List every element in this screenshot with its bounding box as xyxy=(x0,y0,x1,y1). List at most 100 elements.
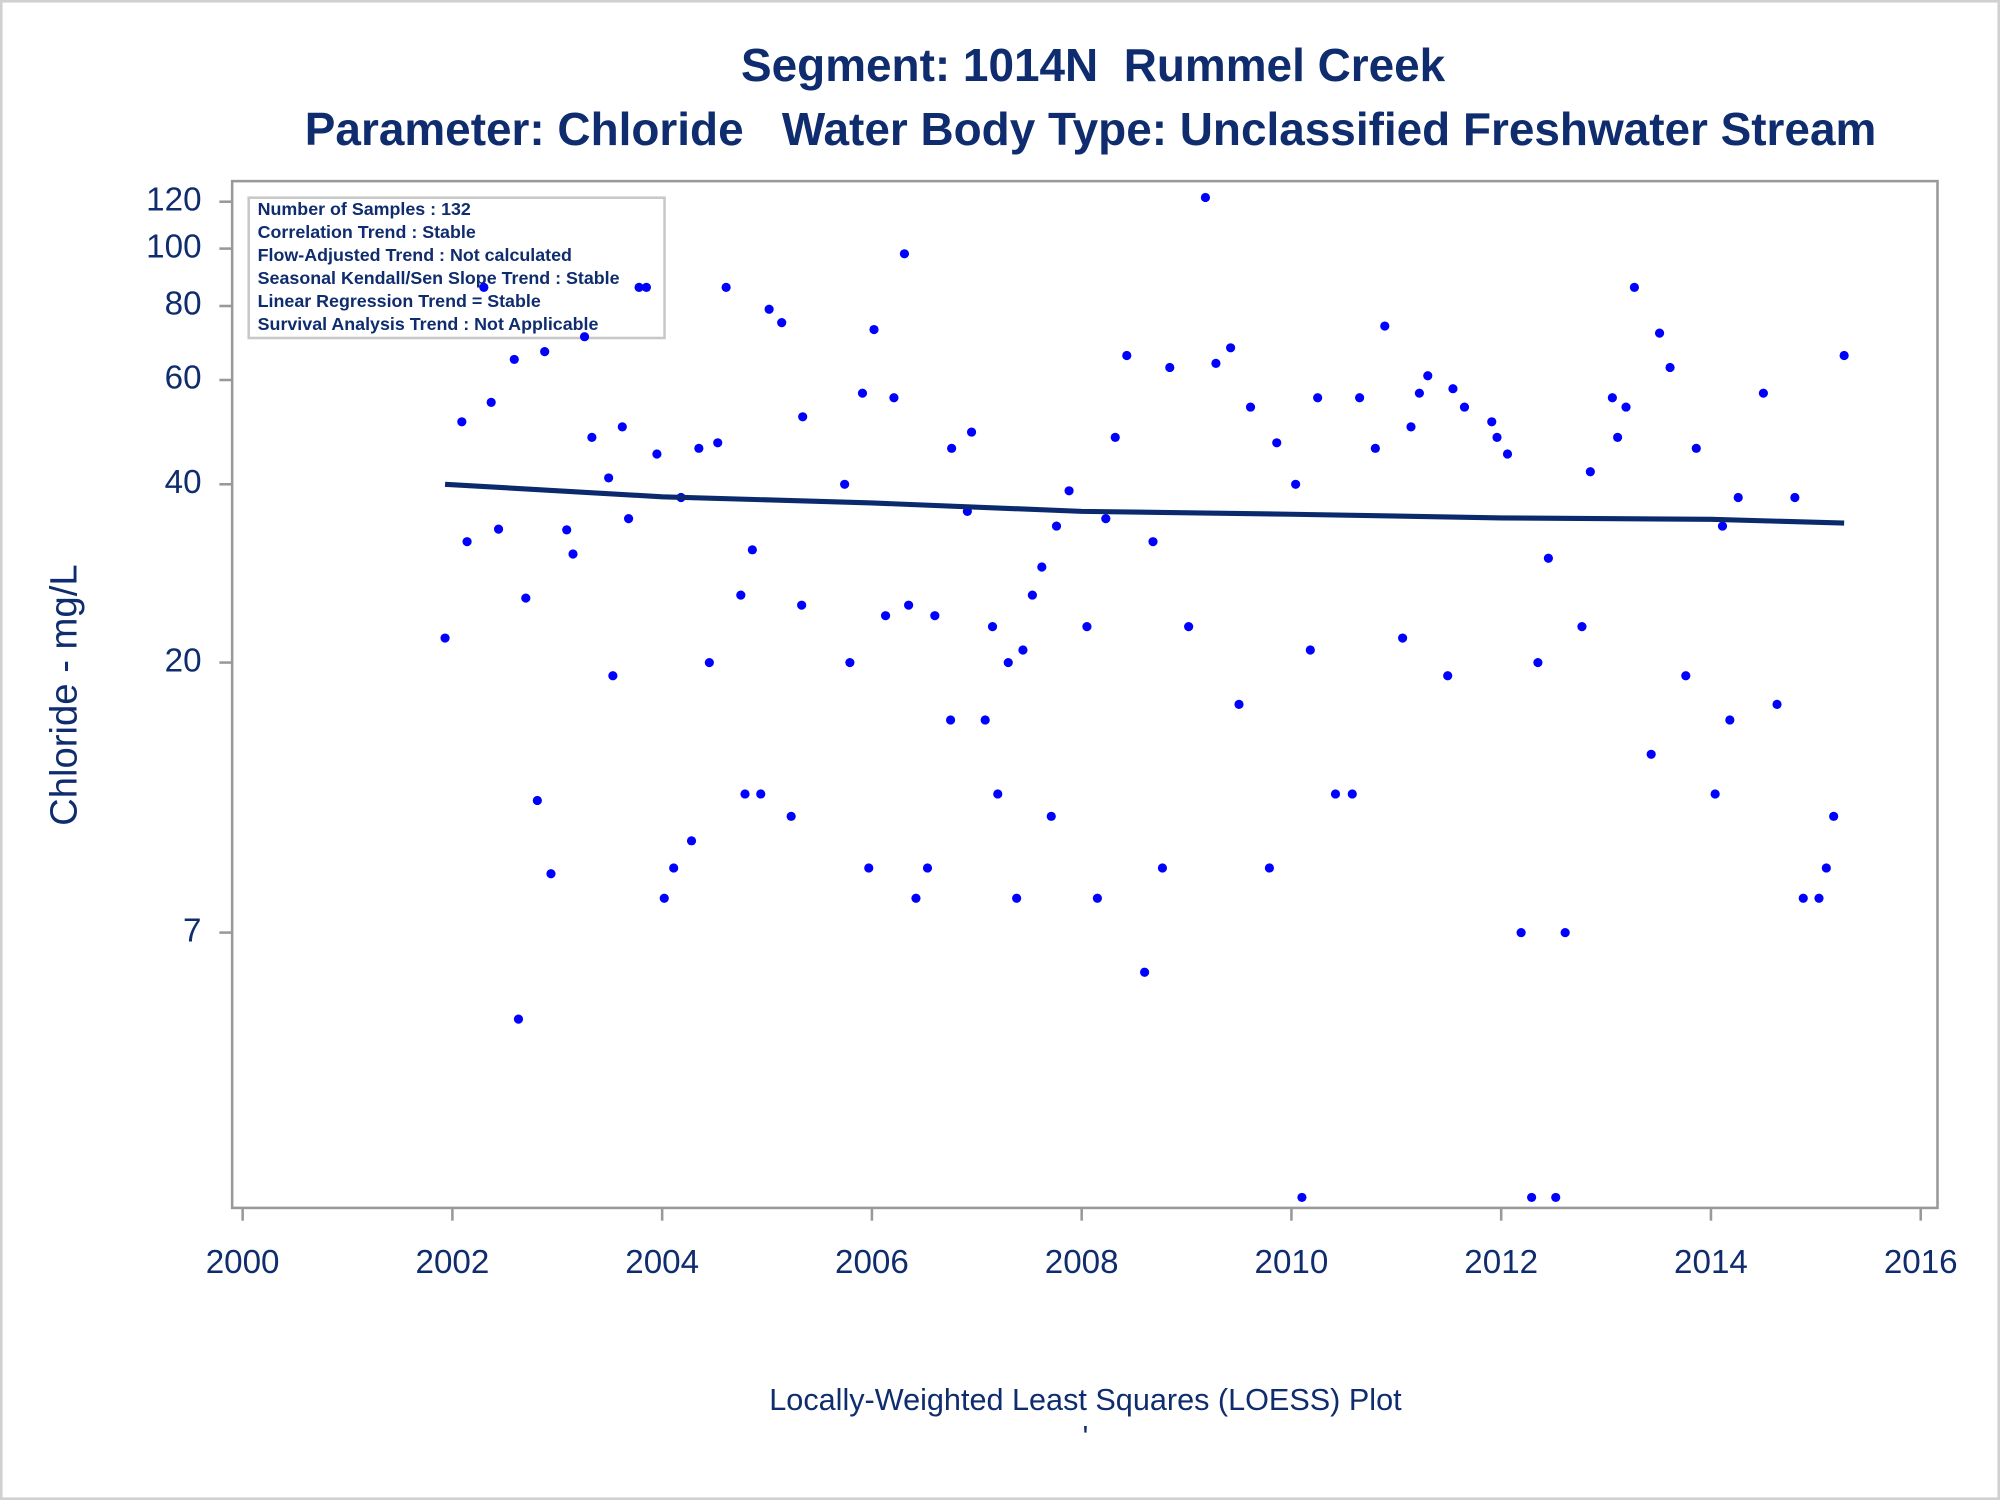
data-point xyxy=(1184,622,1194,632)
data-point xyxy=(1264,863,1275,873)
x-tick-label: 2002 xyxy=(416,1244,490,1281)
data-point xyxy=(1829,811,1839,821)
data-point xyxy=(1560,927,1570,938)
data-point xyxy=(659,893,669,903)
data-point xyxy=(756,789,766,799)
data-point xyxy=(721,282,731,292)
data-point xyxy=(1717,521,1728,531)
data-point xyxy=(1585,467,1595,477)
data-point xyxy=(1110,432,1120,442)
y-tick-label: 100 xyxy=(146,228,201,265)
data-point xyxy=(1502,449,1513,459)
data-point xyxy=(521,593,531,603)
data-point xyxy=(1226,343,1236,353)
data-point xyxy=(1448,384,1458,394)
data-point xyxy=(1691,443,1701,453)
data-point xyxy=(457,417,467,427)
data-point xyxy=(608,671,618,681)
data-point xyxy=(980,715,990,725)
y-tick-label: 40 xyxy=(165,464,202,501)
data-point xyxy=(1533,657,1543,668)
data-point xyxy=(513,1014,524,1024)
data-point xyxy=(1646,749,1656,759)
x-tick-label: 2004 xyxy=(625,1244,699,1281)
data-point xyxy=(1313,393,1323,403)
data-point xyxy=(840,479,850,489)
y-tick-label: 60 xyxy=(165,360,202,397)
data-point xyxy=(966,427,977,437)
data-point xyxy=(1165,362,1175,373)
data-point xyxy=(1200,192,1211,203)
stats-line: Seasonal Kendall/Sen Slope Trend : Stabl… xyxy=(258,268,620,288)
data-point xyxy=(797,600,807,610)
data-point xyxy=(1772,699,1782,709)
data-point xyxy=(440,633,450,643)
data-point xyxy=(845,657,855,668)
data-point xyxy=(1148,537,1158,547)
data-point xyxy=(540,347,550,357)
data-point xyxy=(1414,388,1424,398)
data-point xyxy=(1725,715,1735,725)
y-tick-label: 120 xyxy=(146,181,201,218)
data-point xyxy=(587,432,597,442)
y-axis-label: Chloride - mg/L xyxy=(42,564,85,825)
data-point xyxy=(652,449,662,459)
y-tick-label: 7 xyxy=(183,912,201,949)
data-point xyxy=(880,611,891,621)
stats-line: Correlation Trend : Stable xyxy=(258,222,476,242)
stats-box xyxy=(247,196,666,340)
y-tick-label: 20 xyxy=(165,642,202,679)
data-point xyxy=(1607,393,1617,403)
data-point xyxy=(1245,402,1256,412)
data-point xyxy=(1839,350,1849,361)
data-point xyxy=(1046,811,1056,821)
data-point xyxy=(1272,438,1282,448)
data-point xyxy=(1305,645,1315,655)
data-point xyxy=(1551,1192,1561,1203)
data-point xyxy=(1012,893,1022,903)
data-point xyxy=(694,443,704,453)
stats-line: Number of Samples : 132 xyxy=(258,199,471,219)
data-point xyxy=(1758,388,1768,398)
data-point xyxy=(1297,1192,1307,1203)
data-point xyxy=(1665,362,1675,373)
data-point xyxy=(1710,789,1720,799)
data-point xyxy=(1406,422,1416,432)
data-point xyxy=(1492,432,1502,442)
data-point xyxy=(509,354,519,364)
x-tick-label: 2014 xyxy=(1674,1244,1748,1281)
data-point xyxy=(1798,893,1808,903)
data-point xyxy=(1654,328,1665,338)
data-point xyxy=(1101,514,1111,524)
data-point xyxy=(1380,321,1390,331)
data-point xyxy=(764,304,774,314)
x-tick-label: 2008 xyxy=(1045,1244,1119,1281)
data-point xyxy=(1629,282,1639,292)
x-tick-label: 2006 xyxy=(835,1244,909,1281)
data-point xyxy=(1082,622,1092,632)
data-point xyxy=(493,524,504,534)
data-point xyxy=(1527,1192,1537,1203)
data-point xyxy=(736,590,746,600)
data-point xyxy=(1064,486,1074,496)
data-point xyxy=(1423,371,1433,381)
data-point xyxy=(1681,671,1691,681)
data-point xyxy=(686,836,697,846)
data-point xyxy=(713,438,723,448)
data-point xyxy=(922,863,933,873)
plot-area xyxy=(230,179,1939,1210)
data-point xyxy=(889,393,899,403)
stats-line: Linear Regression Trend = Stable xyxy=(258,291,541,311)
data-point xyxy=(1330,789,1341,799)
data-point xyxy=(1003,657,1013,668)
data-point xyxy=(568,549,578,559)
data-point xyxy=(947,443,957,453)
data-point xyxy=(930,611,940,621)
footnote: ' xyxy=(1083,1420,1089,1454)
data-point xyxy=(904,600,914,610)
data-point xyxy=(987,622,998,632)
data-point xyxy=(479,282,489,292)
data-point xyxy=(1814,893,1824,903)
data-point xyxy=(945,715,956,725)
data-point xyxy=(1459,402,1470,412)
